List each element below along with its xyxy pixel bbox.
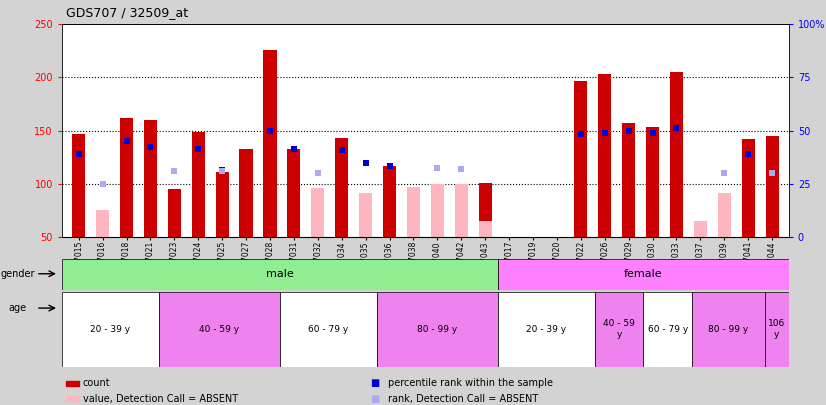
Text: 20 - 39 y: 20 - 39 y <box>90 324 131 334</box>
Bar <box>159 292 280 367</box>
Bar <box>692 292 765 367</box>
Text: gender: gender <box>0 269 35 279</box>
Text: 40 - 59 y: 40 - 59 y <box>199 324 240 334</box>
Bar <box>383 166 396 237</box>
Bar <box>478 221 491 237</box>
Text: percentile rank within the sample: percentile rank within the sample <box>388 378 553 388</box>
Bar <box>62 292 159 367</box>
Bar <box>431 184 444 237</box>
Bar <box>359 193 373 237</box>
Bar <box>742 139 755 237</box>
Bar <box>120 118 133 237</box>
Bar <box>287 149 301 237</box>
Bar <box>498 259 789 290</box>
Text: ■: ■ <box>370 378 380 388</box>
Text: 80 - 99 y: 80 - 99 y <box>417 324 458 334</box>
Text: 20 - 39 y: 20 - 39 y <box>526 324 567 334</box>
Bar <box>595 292 643 367</box>
Text: value, Detection Call = ABSENT: value, Detection Call = ABSENT <box>83 394 238 403</box>
Bar <box>72 134 85 237</box>
Text: ■: ■ <box>370 394 380 404</box>
Bar <box>407 187 420 237</box>
Text: 40 - 59
y: 40 - 59 y <box>603 320 635 339</box>
Bar <box>96 210 109 237</box>
Bar <box>168 189 181 237</box>
Text: 80 - 99 y: 80 - 99 y <box>708 324 748 334</box>
Text: age: age <box>8 303 26 313</box>
Bar <box>62 259 498 290</box>
Bar <box>574 81 587 237</box>
Bar <box>694 221 707 237</box>
Bar <box>192 132 205 237</box>
Bar <box>216 172 229 237</box>
Bar <box>335 138 349 237</box>
Text: 60 - 79 y: 60 - 79 y <box>648 324 688 334</box>
Text: 60 - 79 y: 60 - 79 y <box>308 324 349 334</box>
Bar <box>280 292 377 367</box>
Bar <box>765 292 789 367</box>
Bar <box>646 128 659 237</box>
Text: male: male <box>266 269 294 279</box>
Text: count: count <box>83 378 110 388</box>
Bar <box>622 123 635 237</box>
Bar <box>377 292 498 367</box>
Text: female: female <box>624 269 662 279</box>
Bar <box>478 183 491 237</box>
Text: rank, Detection Call = ABSENT: rank, Detection Call = ABSENT <box>388 394 539 403</box>
Bar <box>766 136 779 237</box>
Bar <box>311 188 325 237</box>
Bar <box>643 292 692 367</box>
Text: 106
y: 106 y <box>768 320 786 339</box>
Bar <box>718 193 731 237</box>
Bar <box>240 149 253 237</box>
Bar <box>498 292 595 367</box>
Bar <box>263 50 277 237</box>
Bar <box>454 184 468 237</box>
Text: GDS707 / 32509_at: GDS707 / 32509_at <box>66 6 188 19</box>
Bar <box>598 74 611 237</box>
Bar <box>670 72 683 237</box>
Bar <box>144 120 157 237</box>
